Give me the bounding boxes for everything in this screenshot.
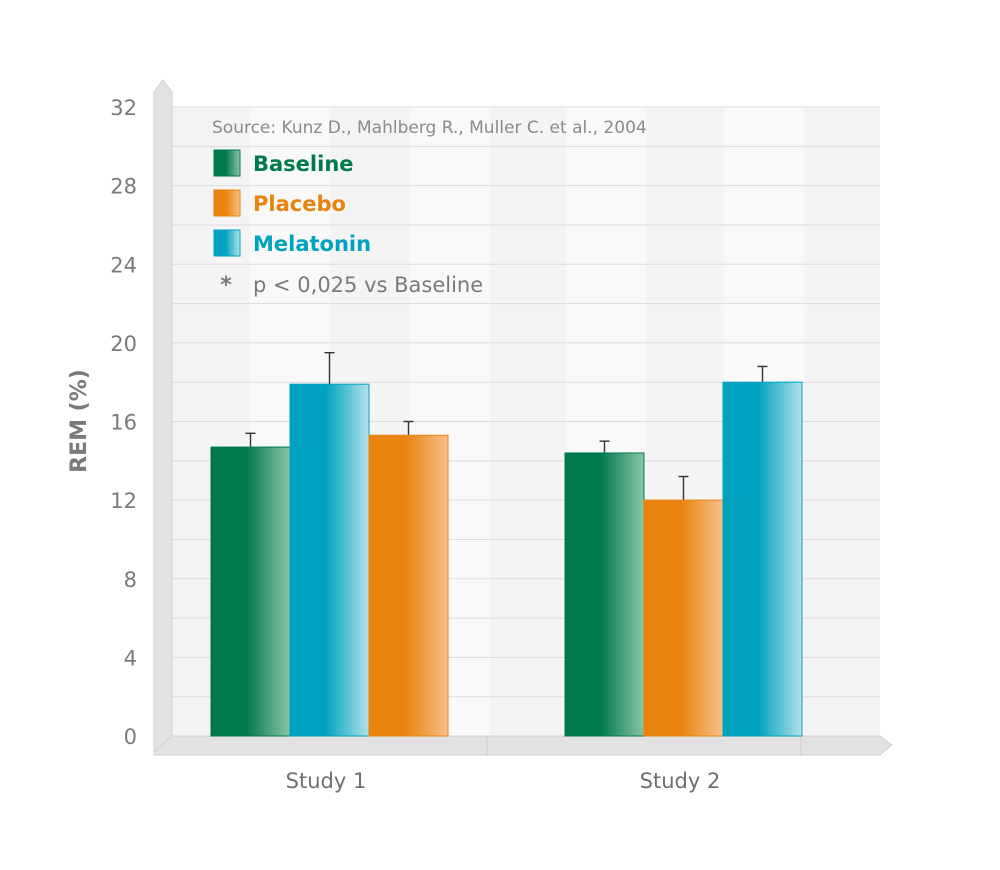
x-tick-label: Study 2 <box>640 769 721 793</box>
y-tick-label: 28 <box>110 175 137 199</box>
significance-symbol: * <box>220 273 232 298</box>
x-tick-label: Study 1 <box>286 769 367 793</box>
y-tick-label: 16 <box>110 411 137 435</box>
y-axis-wall <box>153 79 173 754</box>
y-axis-label: REM (%) <box>67 369 92 473</box>
legend-label-baseline: Baseline <box>253 152 354 176</box>
source-citation: Source: Kunz D., Mahlberg R., Muller C. … <box>212 118 647 138</box>
y-tick-label: 12 <box>110 489 137 513</box>
y-tick-label: 4 <box>124 646 137 670</box>
legend-swatch-placebo <box>213 189 241 217</box>
bar-melatonin-study-2 <box>722 381 803 737</box>
bar-placebo-study-2 <box>643 499 724 737</box>
y-tick-label: 0 <box>124 725 137 749</box>
x-axis-floor <box>153 735 893 756</box>
legend: Baseline Placebo Melatonin <box>213 149 371 257</box>
bars <box>210 352 803 737</box>
y-tick-label: 20 <box>110 332 137 356</box>
bar-baseline-study-2 <box>564 452 645 737</box>
x-axis-ticks: Study 1 Study 2 <box>286 769 721 793</box>
bar-melatonin-study-1 <box>289 383 370 737</box>
y-tick-label: 32 <box>110 96 137 120</box>
y-tick-label: 8 <box>124 568 137 592</box>
legend-label-melatonin: Melatonin <box>253 232 371 256</box>
bar-baseline-study-1 <box>210 446 291 737</box>
legend-swatch-melatonin <box>213 229 241 257</box>
legend-swatch-baseline <box>213 149 241 177</box>
significance-text: p < 0,025 vs Baseline <box>253 273 483 297</box>
bar-placebo-study-1 <box>368 434 449 737</box>
y-tick-label: 24 <box>110 253 137 277</box>
significance-note: * p < 0,025 vs Baseline <box>220 273 483 298</box>
y-axis-ticks: 0 4 8 12 16 20 24 28 32 <box>110 96 137 749</box>
legend-label-placebo: Placebo <box>253 192 346 216</box>
